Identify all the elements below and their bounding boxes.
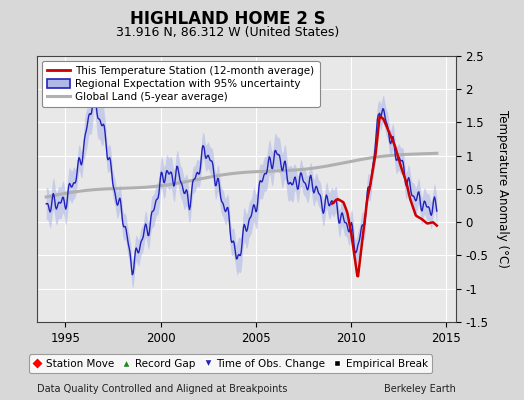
Legend: Station Move, Record Gap, Time of Obs. Change, Empirical Break: Station Move, Record Gap, Time of Obs. C… xyxy=(29,354,432,373)
Text: Berkeley Earth: Berkeley Earth xyxy=(384,384,456,394)
Y-axis label: Temperature Anomaly (°C): Temperature Anomaly (°C) xyxy=(496,110,509,268)
Text: Data Quality Controlled and Aligned at Breakpoints: Data Quality Controlled and Aligned at B… xyxy=(37,384,287,394)
Text: HIGHLAND HOME 2 S: HIGHLAND HOME 2 S xyxy=(130,10,326,28)
Legend: This Temperature Station (12-month average), Regional Expectation with 95% uncer: This Temperature Station (12-month avera… xyxy=(42,61,320,107)
Text: 31.916 N, 86.312 W (United States): 31.916 N, 86.312 W (United States) xyxy=(116,26,340,39)
